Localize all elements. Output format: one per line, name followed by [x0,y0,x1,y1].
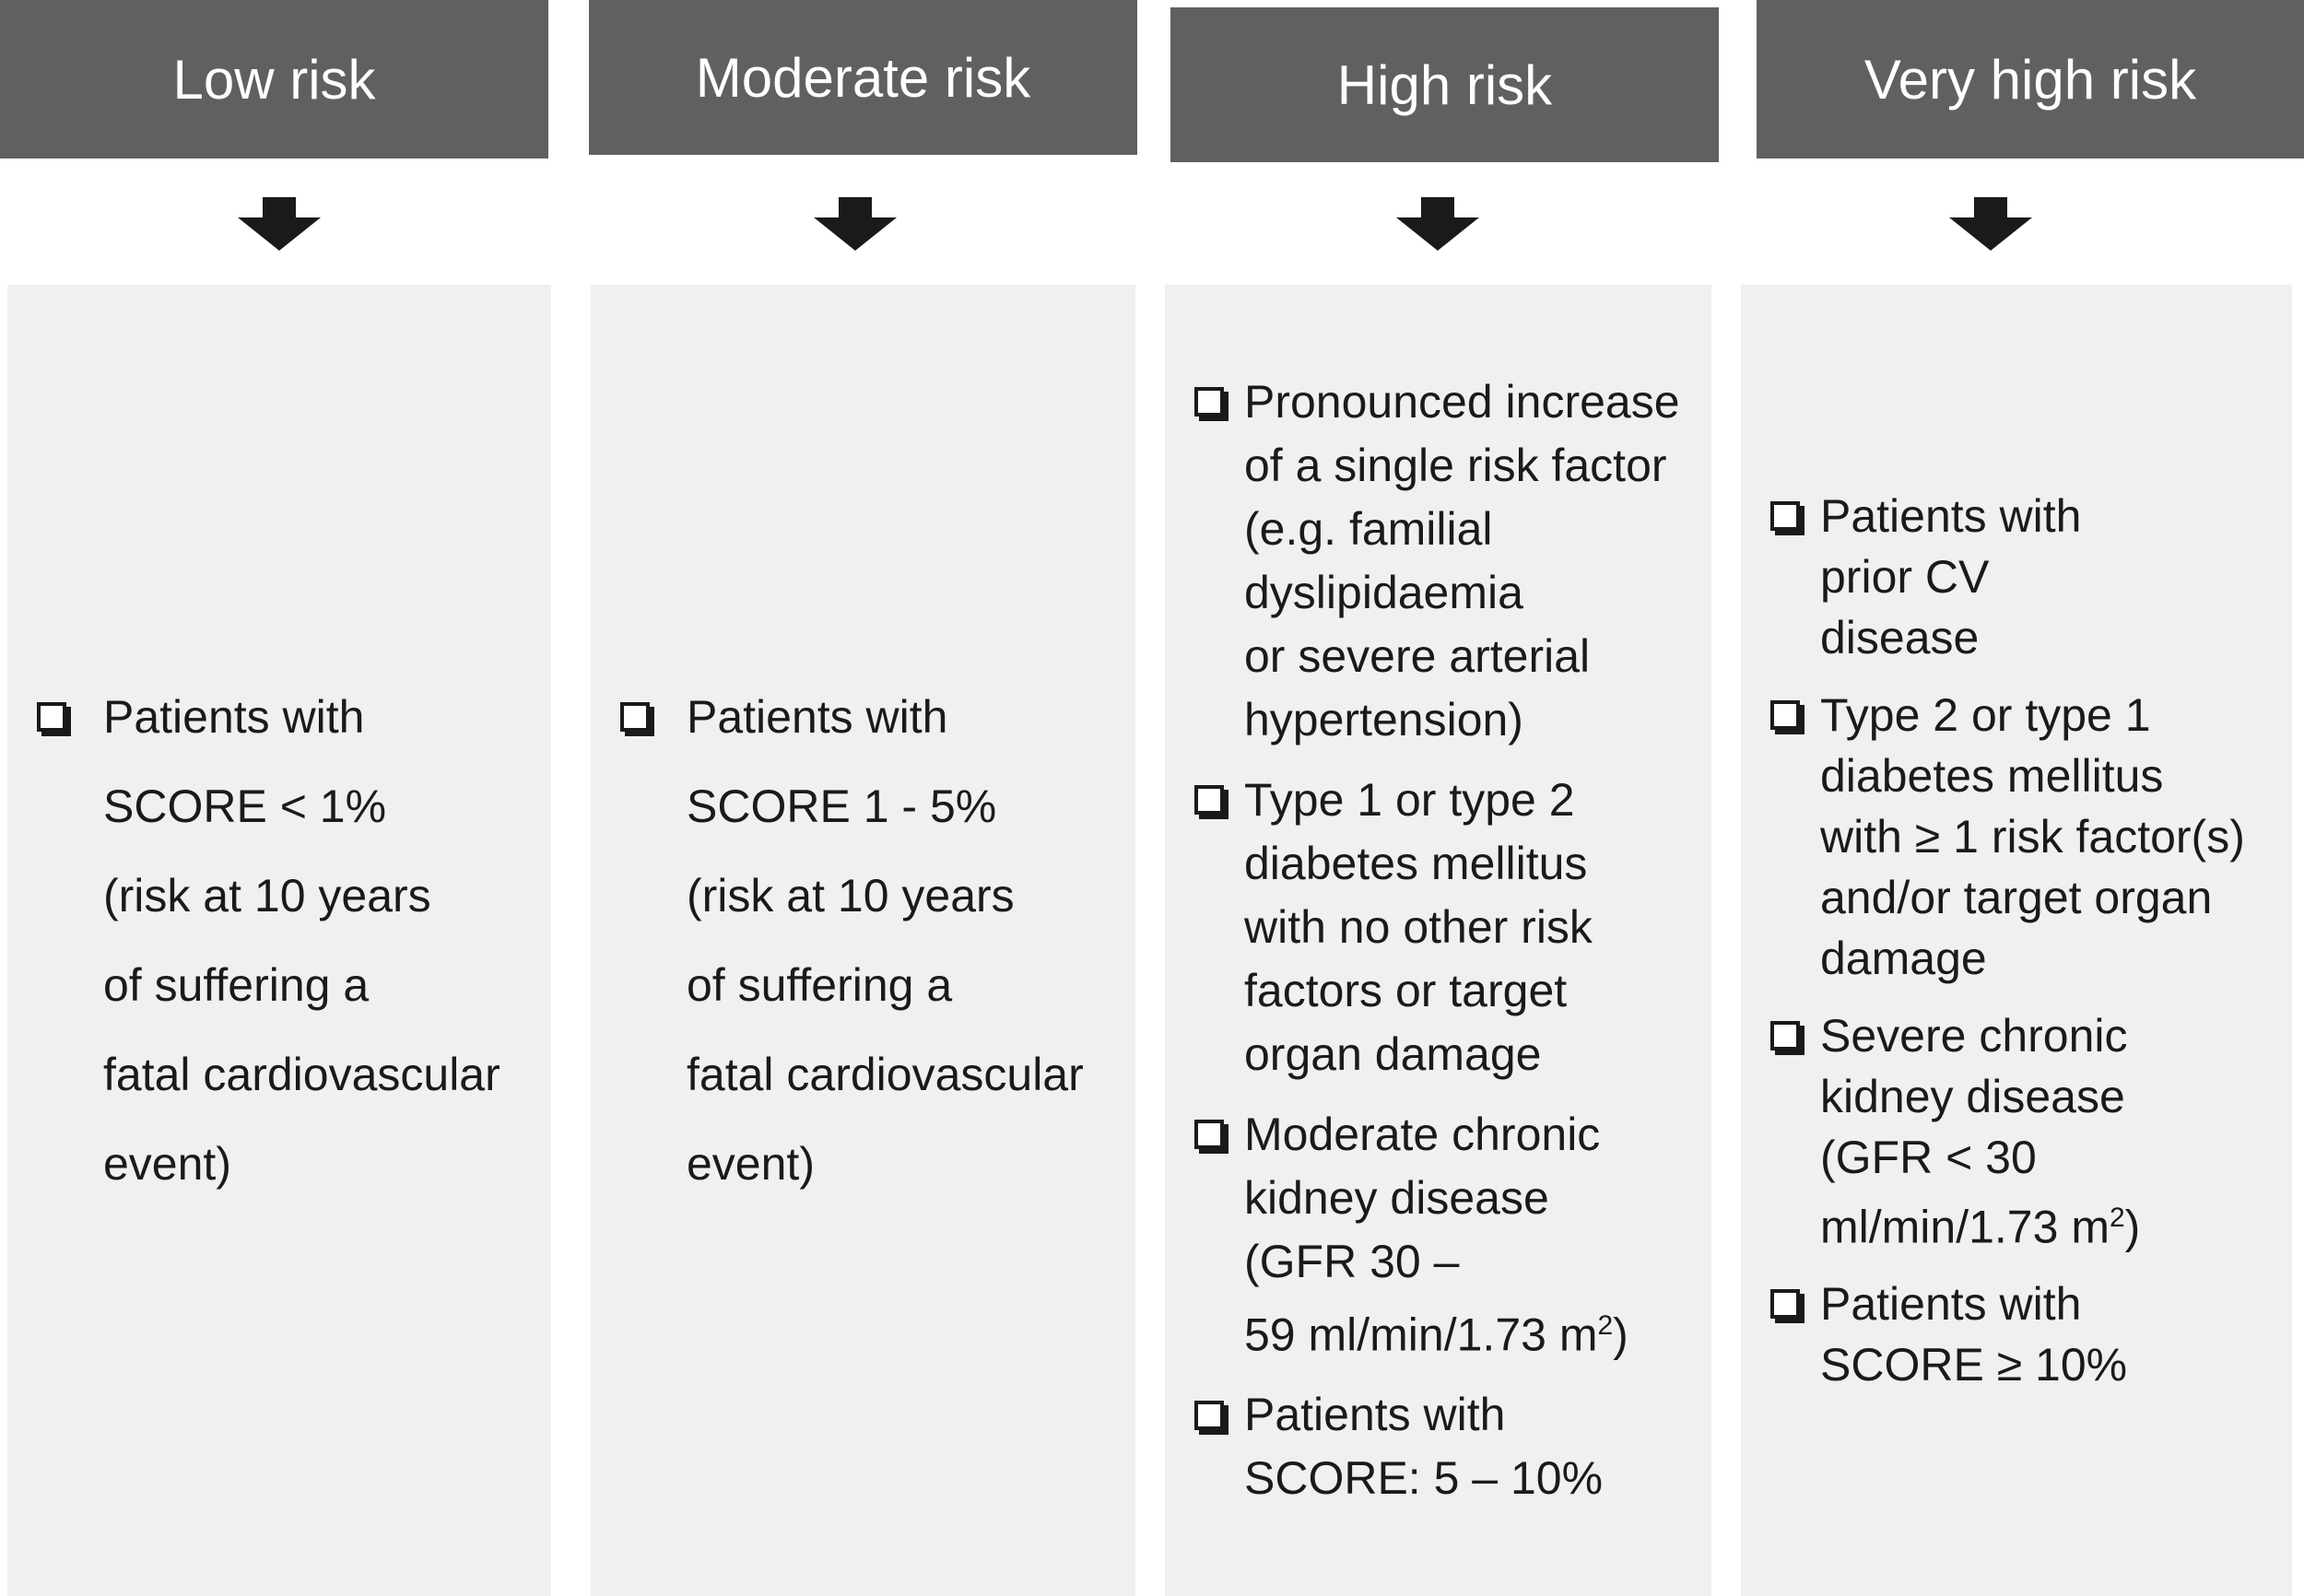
down-arrow [1396,197,1479,251]
criterion: Type 1 or type 2 diabetes mellitus with no… [1165,769,1711,1086]
checkbox [1770,500,1800,531]
criterion: Moderate chronic kidney disease (GFR 30 – 5… [1165,1103,1711,1367]
column-header: Moderate risk [589,0,1137,155]
checkbox [1770,1020,1800,1050]
criterion-line: Type 2 or type 1 [1820,688,2151,741]
criterion: Patients with SCORE < 1% (risk at 10 years… [7,673,551,1209]
down-arrow [814,197,897,251]
column-header: Very high risk [1757,0,2304,158]
criterion-line: Patients with [1820,489,2082,542]
criterion-line: (e.g. familial [1244,502,1493,555]
risk-box: Pronounced increase of a single risk fact… [1165,285,1711,1596]
criterion-line: Patients with [1244,1389,1506,1441]
criterion-line: or severe arterial [1244,629,1591,682]
criterion: Patients with SCORE ≥ 10% [1741,1273,2292,1395]
criterion-line: ml/min/1.73 m2) [1820,1188,2292,1258]
criterion-line: Pronounced increase [1244,375,1680,428]
criterion-line: SCORE 1 - 5% [687,780,997,832]
checkbox [1194,387,1224,417]
criterion-line: SCORE < 1% [103,780,387,832]
criterion-line: hypertension) [1244,693,1523,745]
criterion: Pronounced increase of a single risk fact… [1165,370,1711,752]
superscript: 2 [2109,1202,2125,1233]
checkbox [1194,785,1224,816]
criterion-line: of a single risk factor [1244,439,1667,491]
criterion-line: SCORE ≥ 10% [1820,1339,2128,1391]
criterion-line: event) [687,1137,815,1190]
criterion-line: diabetes mellitus [1820,749,2164,802]
column-header: High risk [1170,7,1719,162]
criterion-line: Moderate chronic [1244,1108,1601,1160]
text: ) [2124,1201,2141,1253]
criterion-line: Patients with [103,690,365,743]
criterion-line: factors or target [1244,964,1568,1016]
superscript: 2 [1597,1309,1614,1341]
criterion-line: Severe chronic [1820,1009,2128,1062]
criterion-line: Patients with [687,690,948,743]
criterion-line: of suffering a [103,958,370,1011]
criterion-line: SCORE: 5 – 10% [1244,1452,1604,1505]
checkbox [37,702,66,732]
criterion-line: fatal cardiovascular [687,1048,1084,1100]
criterion: Patients with prior CV disease [1741,486,2292,668]
criterion: Patients with SCORE: 5 – 10% [1165,1383,1711,1510]
criterion-line: disease [1820,611,1980,663]
criterion-line: with no other risk [1244,900,1593,953]
criterion: Type 2 or type 1 diabetes mellitus with ≥ … [1741,685,2292,989]
risk-box: Patients with SCORE < 1% (risk at 10 years… [7,285,551,1596]
criterion-line: damage [1820,932,1987,984]
risk-box: Patients with SCORE 1 - 5% (risk at 10 yea… [591,285,1135,1596]
criterion-line: prior CV [1820,550,1990,603]
criterion-line: (risk at 10 years [103,869,431,921]
criterion-line: (GFR < 30 [1820,1131,2037,1183]
criterion-line: Patients with [1820,1278,2082,1331]
checkbox [1194,1120,1224,1150]
criterion-line: and/or target organ [1820,871,2213,923]
criterion-line: (GFR 30 – [1244,1235,1460,1287]
checkbox [1194,1400,1224,1430]
criterion-line: event) [103,1137,231,1190]
criterion-line: of suffering a [687,958,953,1011]
criterion-line: (risk at 10 years [687,869,1015,921]
criterion-line: Type 1 or type 2 [1244,773,1575,826]
down-arrow [238,197,321,251]
criterion-line: organ damage [1244,1027,1542,1080]
criterion: Patients with SCORE 1 - 5% (risk at 10 yea… [591,673,1135,1209]
text: 59 ml/min/1.73 m [1244,1308,1598,1361]
down-arrow [1949,197,2032,251]
criterion-line: fatal cardiovascular [103,1048,500,1100]
column-header: Low risk [0,0,548,158]
criterion-line: 59 ml/min/1.73 m2) [1244,1294,1711,1367]
criterion: Severe chronic kidney disease (GFR < 30 ml/… [1741,1005,2292,1258]
checkbox [620,702,650,732]
criterion-line: diabetes mellitus [1244,837,1588,889]
criterion-line: kidney disease [1244,1171,1549,1224]
checkbox [1770,1289,1800,1320]
criterion-line: with ≥ 1 risk factor(s) [1820,810,2245,863]
criterion-line: kidney disease [1820,1070,2125,1122]
risk-box: Patients with prior CV disease Type 2 or ty… [1741,285,2292,1596]
checkbox [1770,699,1800,730]
criterion-line: dyslipidaemia [1244,566,1523,618]
text: ml/min/1.73 m [1820,1201,2110,1253]
text: ) [1613,1308,1628,1361]
